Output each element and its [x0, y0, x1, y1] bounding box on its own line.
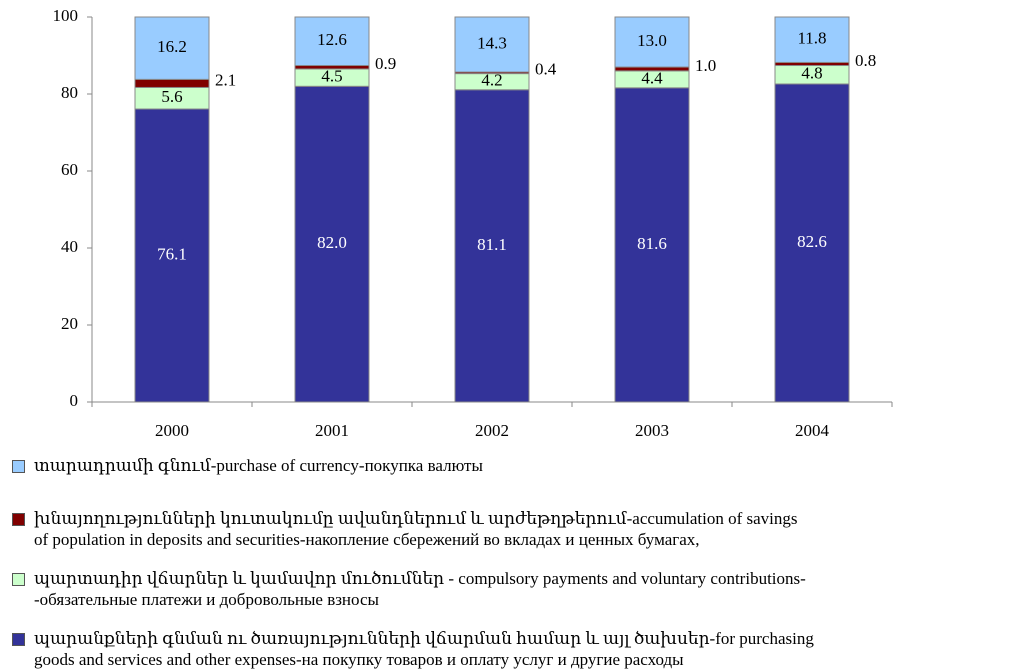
- bar-segment: [614, 16, 690, 68]
- value-label: 4.2: [481, 71, 502, 90]
- value-label: 11.8: [797, 29, 826, 48]
- bar-segment: [294, 85, 370, 403]
- value-label: 76.1: [157, 244, 187, 263]
- legend-swatch: [12, 460, 25, 473]
- bar-segment: [454, 89, 530, 403]
- legend-swatch: [12, 633, 25, 646]
- value-label: 4.5: [321, 67, 342, 86]
- y-tick-label: 100: [53, 6, 79, 25]
- value-label: 14.3: [477, 33, 507, 52]
- x-tick-label: 2001: [315, 421, 349, 440]
- value-label: 2.1: [215, 70, 236, 89]
- legend-swatch: [12, 513, 25, 526]
- value-label: 5.6: [161, 87, 182, 106]
- value-label: 4.4: [641, 68, 663, 87]
- y-tick-label: 60: [61, 160, 78, 179]
- value-label: 16.2: [157, 37, 187, 56]
- legend-label: պարտադիր վճարներ և կամավոր մուծումներ - …: [34, 569, 806, 609]
- value-label: 12.6: [317, 30, 347, 49]
- bar-segment: [134, 16, 210, 80]
- y-tick-label: 40: [61, 237, 78, 256]
- value-label: 4.8: [801, 64, 822, 83]
- bar-segment: [294, 65, 370, 70]
- bar-segment: [134, 108, 210, 403]
- bar-segment: [614, 66, 690, 72]
- value-label: 0.4: [535, 60, 557, 79]
- value-label: 81.6: [637, 234, 667, 253]
- chart: 0 20 40 60 80 100 2000 76.1 5.6 2.1 16.2 2001 82.0 4.…: [53, 6, 893, 440]
- x-tick-label: 2004: [795, 421, 830, 440]
- legend-label: խնայողությունների կուտակումը ավանդներում…: [34, 509, 798, 549]
- value-label: 82.6: [797, 232, 827, 251]
- bar-segment: [774, 16, 850, 63]
- value-label: 13.0: [637, 31, 667, 50]
- legend-swatch: [12, 573, 25, 586]
- x-tick-label: 2000: [155, 421, 189, 440]
- x-tick-label: 2002: [475, 421, 509, 440]
- legend-label: տարադրամի գնում-purchase of currency-пок…: [34, 456, 483, 475]
- bar-segment: [454, 16, 530, 73]
- value-label: 81.1: [477, 235, 507, 254]
- bar-segment: [614, 87, 690, 403]
- y-tick-label: 80: [61, 83, 78, 102]
- y-tick-label: 20: [61, 314, 78, 333]
- value-label: 0.8: [855, 51, 876, 70]
- value-label: 0.9: [375, 54, 396, 73]
- y-tick-label: 0: [70, 391, 79, 410]
- x-tick-label: 2003: [635, 421, 669, 440]
- value-label: 82.0: [317, 233, 347, 252]
- bar-segment: [134, 78, 210, 88]
- value-label: 1.0: [695, 56, 716, 75]
- bar-segment: [294, 16, 370, 67]
- legend-label: պարանքների գնման ու ծառայությունների վճա…: [34, 629, 814, 669]
